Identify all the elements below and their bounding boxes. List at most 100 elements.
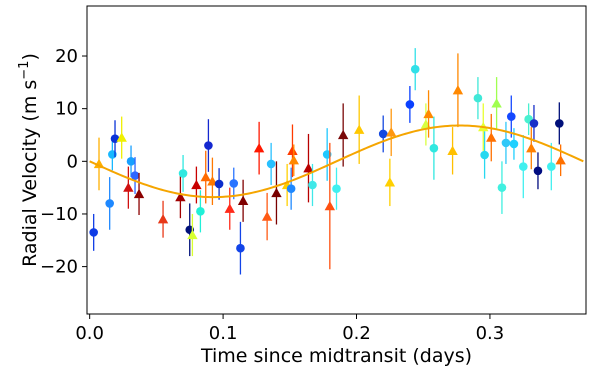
triangle-marker bbox=[353, 124, 365, 134]
plot-frame bbox=[86, 5, 587, 315]
triangle-marker bbox=[253, 142, 265, 153]
x-axis-label: Time since midtransit (days) bbox=[200, 345, 472, 367]
triangle-marker bbox=[486, 132, 497, 142]
y-tick-label: 20 bbox=[55, 46, 78, 67]
data-point bbox=[200, 150, 211, 204]
data-point bbox=[89, 213, 98, 251]
circle-marker bbox=[214, 179, 224, 189]
data-point bbox=[533, 152, 543, 190]
triangle-marker bbox=[261, 211, 273, 221]
circle-marker bbox=[196, 207, 205, 216]
circle-marker bbox=[509, 139, 519, 149]
triangle-marker bbox=[337, 129, 349, 140]
triangle-marker bbox=[447, 145, 458, 155]
circle-marker bbox=[429, 143, 439, 153]
triangle-marker bbox=[200, 171, 211, 182]
data-point bbox=[447, 127, 458, 175]
y-axis-label-superscript: −1 bbox=[17, 61, 32, 80]
y-axis-label-main: Radial Velocity (m s bbox=[19, 80, 41, 267]
circle-marker bbox=[533, 166, 543, 176]
circle-marker bbox=[126, 157, 136, 166]
y-tick-label: 0 bbox=[67, 151, 78, 172]
circle-marker bbox=[130, 171, 140, 180]
data-point bbox=[229, 167, 239, 200]
y-axis-label: Radial Velocity (m s−1) bbox=[17, 53, 41, 267]
y-axis: −20 −10 0 10 20 bbox=[40, 46, 87, 278]
triangle-marker bbox=[133, 188, 145, 199]
data-point bbox=[529, 104, 539, 142]
data-point bbox=[126, 145, 136, 178]
data-point bbox=[332, 167, 341, 210]
circle-marker bbox=[480, 150, 489, 160]
x-axis: 0.0 0.1 0.2 0.3 bbox=[75, 314, 504, 344]
data-point bbox=[123, 166, 134, 209]
circle-marker bbox=[236, 243, 245, 253]
triangle-marker bbox=[187, 229, 198, 240]
data-point bbox=[133, 172, 145, 216]
data-point bbox=[288, 144, 300, 177]
x-tick-label: 0.0 bbox=[75, 323, 104, 344]
data-point bbox=[491, 77, 502, 130]
data-point bbox=[473, 77, 483, 120]
circle-marker bbox=[501, 138, 511, 148]
triangle-marker bbox=[386, 127, 397, 137]
data-point bbox=[175, 176, 186, 219]
circle-marker bbox=[204, 141, 213, 150]
triangle-marker bbox=[271, 187, 282, 198]
circle-marker bbox=[105, 199, 114, 208]
data-point bbox=[555, 102, 564, 145]
data-point bbox=[130, 157, 140, 194]
triangle-marker bbox=[526, 142, 537, 153]
data-point bbox=[526, 127, 537, 170]
data-point bbox=[178, 154, 188, 192]
triangle-marker bbox=[224, 203, 235, 213]
triangle-marker bbox=[288, 155, 300, 165]
data-point bbox=[555, 144, 566, 177]
data-point bbox=[224, 187, 235, 230]
circle-marker bbox=[506, 112, 516, 121]
circle-marker bbox=[178, 169, 188, 178]
data-point bbox=[420, 103, 432, 146]
data-point bbox=[337, 103, 349, 167]
data-point bbox=[287, 124, 298, 178]
data-point bbox=[236, 221, 245, 275]
triangle-marker bbox=[384, 177, 396, 187]
y-tick-label: −10 bbox=[40, 204, 78, 225]
circle-marker bbox=[405, 100, 415, 109]
data-point bbox=[518, 134, 528, 199]
circle-marker bbox=[286, 184, 296, 193]
triangle-marker bbox=[157, 214, 169, 224]
model-curve bbox=[89, 124, 584, 199]
triangle-marker bbox=[324, 200, 336, 211]
circle-marker bbox=[473, 93, 483, 103]
data-point bbox=[486, 113, 497, 162]
triangle-marker bbox=[287, 145, 298, 155]
data-point bbox=[480, 131, 489, 179]
data-point bbox=[204, 119, 213, 172]
data-point bbox=[266, 142, 276, 186]
data-point bbox=[405, 86, 415, 123]
data-point bbox=[497, 161, 507, 214]
data-point bbox=[384, 158, 396, 207]
data-point bbox=[157, 200, 169, 238]
data-point bbox=[353, 95, 365, 164]
data-point bbox=[423, 90, 434, 138]
data-points bbox=[89, 48, 566, 275]
triangle-marker bbox=[491, 98, 502, 108]
circle-marker bbox=[529, 119, 539, 128]
triangle-marker bbox=[555, 155, 566, 165]
triangle-marker bbox=[191, 179, 202, 190]
circle-marker bbox=[266, 159, 276, 169]
x-tick-label: 0.3 bbox=[476, 323, 505, 344]
triangle-marker bbox=[423, 108, 434, 119]
data-point bbox=[452, 53, 464, 128]
y-axis-label-close: ) bbox=[19, 53, 41, 60]
data-point bbox=[547, 142, 556, 191]
data-point bbox=[378, 115, 388, 153]
y-tick-label: −20 bbox=[40, 257, 78, 278]
data-point bbox=[506, 95, 516, 138]
data-point bbox=[214, 168, 224, 200]
data-point bbox=[286, 167, 296, 210]
circle-marker bbox=[378, 129, 388, 139]
data-point bbox=[410, 48, 420, 91]
